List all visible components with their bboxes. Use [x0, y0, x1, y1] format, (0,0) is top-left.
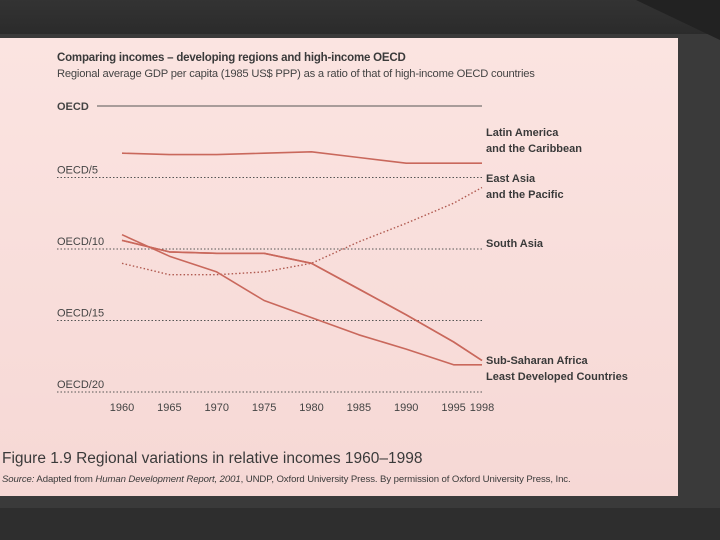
x-tick-label-4: 1980 [299, 402, 323, 414]
x-tick-label-7: 1995 [441, 402, 465, 414]
series-label-0-0: Latin America [486, 127, 559, 139]
x-tick-label-8: 1998 [470, 402, 494, 414]
scan-background [0, 38, 678, 496]
chart-title: Comparing incomes – developing regions a… [57, 52, 406, 64]
series-label-2-0: South Asia [486, 238, 544, 250]
y-tick-label-1: OECD/5 [57, 165, 98, 177]
series-line-4 [121, 233, 482, 366]
chart-subtitle: Regional average GDP per capita (1985 US… [57, 68, 535, 80]
slide-top-band [0, 0, 720, 34]
source-suffix: , UNDP, Oxford University Press. By perm… [240, 474, 571, 485]
series-label-1-0: East Asia [486, 173, 536, 185]
x-tick-label-1: 1965 [157, 402, 181, 414]
series-label-1-1: and the Pacific [486, 189, 564, 201]
series-label-0-1: and the Caribbean [486, 143, 582, 155]
series-label-4-0: Least Developed Countries [486, 371, 628, 383]
figure-caption: Figure 1.9 Regional variations in relati… [2, 450, 423, 468]
line-chart: OECD OECD/5 OECD/10 OECD/15 OECD/20 1960 1965 1… [57, 101, 628, 414]
x-tick-label-2: 1970 [204, 402, 228, 414]
source-title: Human Development Report, 2001 [95, 474, 241, 485]
x-tick-label-3: 1975 [252, 402, 276, 414]
figure-caption-text: Regional variations in relative incomes … [76, 450, 423, 467]
x-tick-label-5: 1985 [347, 402, 371, 414]
y-tick-label-2: OECD/10 [57, 236, 104, 248]
x-tick-label-0: 1960 [110, 402, 134, 414]
series-line-0 [121, 151, 482, 164]
series-label-3-0: Sub-Saharan Africa [486, 355, 589, 367]
figure-number: Figure 1.9 [2, 450, 72, 467]
scanned-figure: Comparing incomes – developing regions a… [0, 38, 678, 496]
y-tick-label-4: OECD/20 [57, 379, 104, 391]
y-tick-label-3: OECD/15 [57, 308, 104, 320]
source-prefix: Adapted from [34, 474, 96, 485]
figure-source: Source: Adapted from Human Development R… [2, 474, 571, 485]
series-line-3 [121, 239, 483, 362]
source-label: Source: [2, 474, 35, 485]
y-tick-label-0: OECD [57, 101, 89, 113]
x-tick-label-6: 1990 [394, 402, 418, 414]
slide-bottom-band [0, 508, 720, 540]
